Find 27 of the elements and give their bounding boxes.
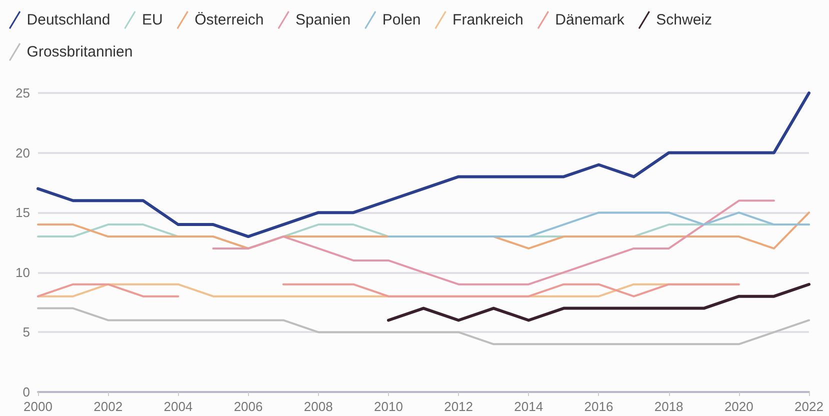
legend-label: Spanien (296, 12, 351, 28)
y-tick-label: 25 (16, 86, 30, 100)
legend-label: Polen (382, 12, 421, 28)
legend-label: Frankreich (452, 12, 524, 28)
y-tick-label: 0 (22, 384, 30, 400)
legend-label: EU (142, 12, 163, 28)
legend-label: Dänemark (555, 12, 625, 28)
x-tick-label: 2022 (794, 399, 824, 414)
y-tick-label: 15 (16, 205, 30, 220)
y-tick-label: 20 (16, 145, 30, 160)
x-tick-label: 2012 (444, 399, 474, 414)
y-tick-label: 10 (16, 264, 30, 280)
x-tick-label: 2002 (94, 399, 123, 414)
legend-label: Grossbritannien (26, 44, 133, 60)
legend-label: Österreich (194, 12, 264, 28)
x-tick-label: 2004 (164, 399, 193, 414)
x-tick-label: 2020 (724, 399, 754, 414)
x-tick-label: 2016 (584, 399, 614, 414)
x-tick-label: 2010 (374, 399, 403, 414)
x-tick-label: 2018 (654, 399, 684, 414)
x-tick-label: 2008 (304, 399, 333, 414)
y-tick-label: 5 (22, 324, 30, 340)
x-tick-label: 2000 (24, 399, 52, 414)
legend-label: Deutschland (26, 12, 110, 28)
x-tick-label: 2006 (234, 399, 263, 414)
legend-label: Schweiz (656, 12, 712, 28)
x-tick-label: 2014 (514, 399, 544, 414)
